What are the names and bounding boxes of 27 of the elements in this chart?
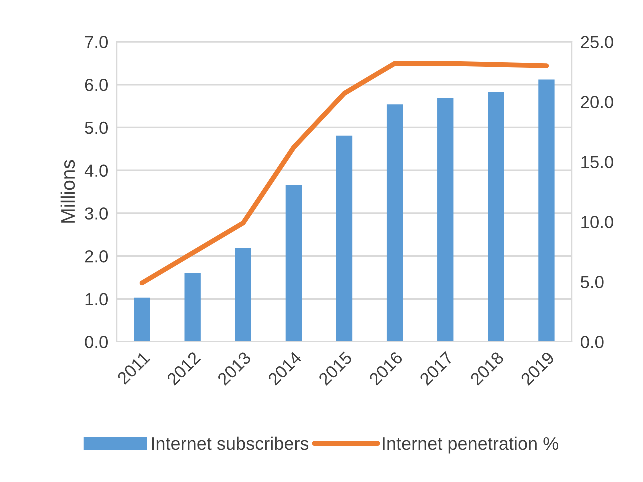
legend-label: Internet subscribers [152,436,309,450]
bar [538,80,555,342]
y-tick-label: 3.0 [85,208,108,220]
y-tick-label: 5.0 [85,122,108,134]
bar [184,273,201,342]
y-tick-label: 2.0 [85,250,108,263]
y-tick-label: 4.0 [84,164,108,178]
y2-tick-label: 5.0 [581,276,604,288]
y-tick-label: 6.0 [85,79,108,92]
bar [235,248,252,342]
y2-tick-label: 25.0 [581,36,614,48]
legend-label: Internet penetration % [383,436,558,454]
y2-tick-label: 20.0 [581,96,614,108]
y2-tick-label: 15.0 [582,156,614,168]
y-tick-label: 7.0 [85,36,108,48]
y-axis-title: Millions [60,160,76,223]
bar [336,136,353,342]
line-series [140,61,550,286]
y-tick-label: 0.0 [85,336,108,348]
y-tick-label: 1.0 [86,293,108,306]
bar [286,185,302,342]
y2-tick-label: 10.0 [582,216,614,228]
bar [386,104,404,342]
y2-tick-label: 0.0 [581,336,604,348]
bar [488,92,504,342]
bar [438,98,454,342]
bar [134,298,150,342]
